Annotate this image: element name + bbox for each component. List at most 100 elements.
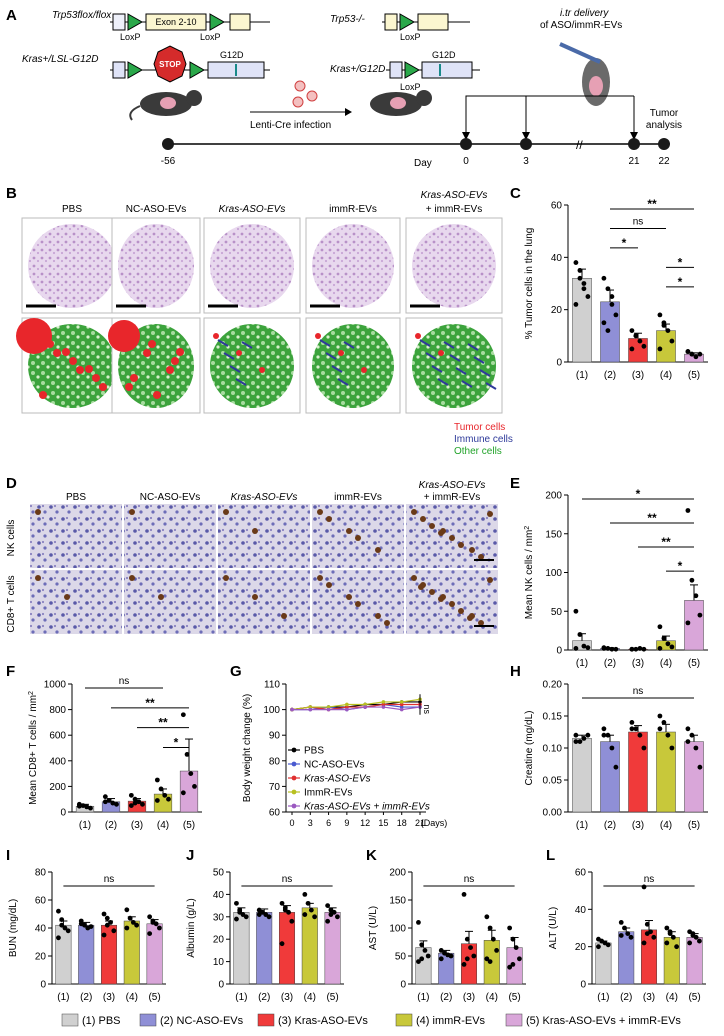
data-point [625,931,631,936]
data-point [192,784,197,789]
significance-label: ** [647,197,657,211]
legend-marker [291,775,297,781]
panel-d-header: immR-EVs [334,492,382,503]
y-tick-label: 1000 [44,680,67,691]
data-point [127,915,133,921]
tumor-region [39,391,47,399]
data-point [76,803,82,809]
data-point [657,646,663,651]
x-tick-label: (4) [660,370,672,381]
data-point [651,934,657,940]
x-axis-label: (Days) [421,818,448,828]
x-tick-label: (1) [576,658,588,669]
data-point [657,713,663,719]
data-point [618,933,624,938]
tumor-region [171,357,179,365]
data-point [487,925,493,931]
seg-tissue [210,324,294,408]
data-point [88,924,94,929]
data-point [577,739,583,744]
immune-region [241,341,253,349]
data-point [65,928,71,934]
loxp-label-4: LoxP [400,82,421,92]
positive-cell [467,615,473,621]
x-tick-label: (3) [632,820,644,831]
data-point [629,646,635,652]
kras-lsl-label: Kras+/LSL-G12D [22,54,98,65]
x-tick-label: (3) [103,992,115,1003]
data-point [609,302,615,307]
data-point [335,914,340,920]
data-point [124,925,130,931]
y-tick-label: 50 [395,952,407,963]
data-point [664,925,670,931]
data-point [510,962,516,967]
x-tick-label: 21 [415,818,425,828]
tumor-region [130,374,138,382]
series-point [345,707,349,712]
x-tick-label: (2) [258,992,270,1003]
tumor-region [62,348,70,356]
panel-d-header: NC-ASO-EVs [140,492,201,503]
data-point [62,925,68,931]
bar [55,924,72,985]
x-tick-label: (5) [688,370,700,381]
data-point [154,798,160,803]
legend-marker [291,747,297,753]
x-tick-label: (1) [417,992,429,1003]
x-tick-label: 18 [397,818,407,828]
tumor-region [361,367,367,373]
mouse-icon [129,90,202,121]
panel-b-header: immR-EVs [329,204,377,215]
immune-region [443,341,455,349]
bar [595,942,612,985]
series-point [326,705,331,709]
timeline-day-label: 22 [658,156,670,167]
chart-c: 0 20 40 60 % Tumor cells in the lung (1) (2) (3… [524,197,708,381]
significance-label: * [622,236,627,250]
data-point [667,931,673,936]
data-point [689,351,695,357]
series-point [363,702,367,707]
x-tick-label: (1) [57,992,69,1003]
positive-cell [375,613,381,619]
y-tick-label: 200 [49,782,66,793]
tumor-region [92,374,100,382]
x-tick-label: (5) [148,992,160,1003]
significance-label: * [678,255,683,269]
bar [684,741,704,813]
bar [572,278,592,363]
timeline-dots: -56 0 3 21 22 [161,138,670,167]
data-point [601,646,607,651]
data-point [102,794,108,800]
data-point [507,964,513,970]
legend-label: ImmR-EVs [304,788,352,799]
x-tick-label: 15 [378,818,388,828]
panel-b-header: PBS [62,204,82,215]
bottom-legend: (1) PBS (2) NC-ASO-EVs (3) Kras-ASO-EVs (4)… [61,1013,681,1027]
data-point [641,343,647,349]
data-point [484,914,490,920]
legend-swatch [139,1013,157,1027]
positive-cell [346,594,352,600]
x-tick-label: (2) [80,992,92,1003]
immune-region [449,354,461,362]
data-point [312,914,318,920]
data-point [573,302,579,307]
y-tick-label: 20 [551,305,563,316]
panel-label-e: E [510,475,520,492]
panel-label-d: D [6,475,17,492]
data-point [685,726,691,732]
data-point [689,577,695,583]
legend-marker [291,803,297,809]
data-point [657,312,663,318]
data-point [697,351,703,357]
data-point [577,275,583,281]
bar [656,731,676,813]
legend-swatch [257,1013,275,1027]
positive-cell [458,542,464,548]
data-point [180,712,186,718]
data-point [596,944,601,950]
data-point [438,948,444,953]
x-tick-label: (2) [620,992,632,1003]
